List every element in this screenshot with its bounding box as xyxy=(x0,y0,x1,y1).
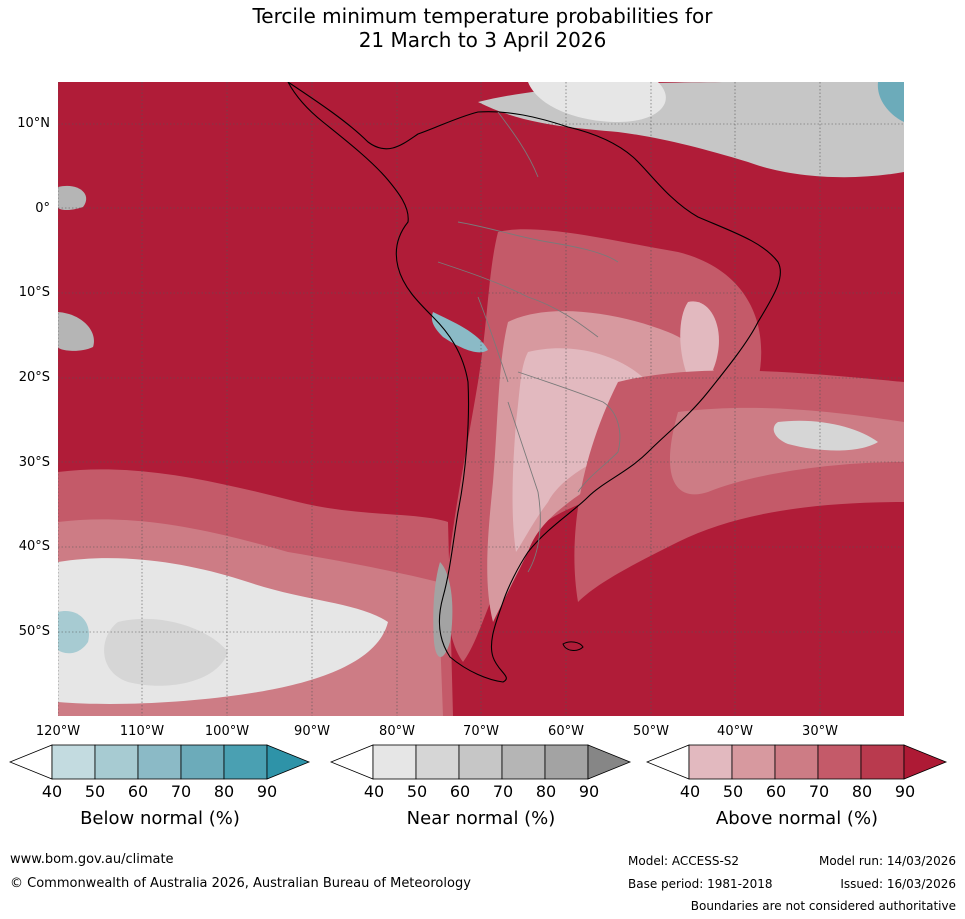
lon-label-50w: 50°W xyxy=(633,724,669,739)
near-normal-swatch-4 xyxy=(501,744,546,780)
lat-label-30s: 30°S xyxy=(18,455,50,470)
near-normal-colorbar xyxy=(330,744,632,780)
above-70-south-atlantic xyxy=(574,370,904,602)
near-normal-pacific-west xyxy=(58,312,94,351)
near-tick-90: 90 xyxy=(578,782,600,801)
above-normal-swatch-1 xyxy=(688,744,733,780)
below-normal-andes xyxy=(431,312,488,353)
near-normal-south-atlantic xyxy=(773,420,878,451)
above-normal-swatch-0 xyxy=(646,744,690,780)
near-normal-andes xyxy=(433,562,453,657)
above-tick-80: 80 xyxy=(851,782,873,801)
above-tick-90: 90 xyxy=(894,782,916,801)
below-normal-swatch-6 xyxy=(266,744,311,780)
boundaries-disclaimer: Boundaries are not considered authoritat… xyxy=(690,899,956,913)
below-normal-label: Below normal (%) xyxy=(80,808,240,829)
above-40-region-ne xyxy=(680,301,719,383)
title-line-2: 21 March to 3 April 2026 xyxy=(358,28,607,52)
above-tick-40: 40 xyxy=(679,782,701,801)
below-tick-80: 80 xyxy=(213,782,235,801)
lon-label-80w: 80°W xyxy=(379,724,415,739)
lon-label-30w: 30°W xyxy=(802,724,838,739)
title-line-1: Tercile minimum temperature probabilitie… xyxy=(252,4,713,28)
above-tick-60: 60 xyxy=(765,782,787,801)
copyright-text: © Commonwealth of Australia 2026, Austra… xyxy=(10,876,471,891)
below-normal-swatch-2 xyxy=(94,744,139,780)
below-tick-40: 40 xyxy=(41,782,63,801)
below-normal-swatch-4 xyxy=(180,744,225,780)
south-america-coastline xyxy=(287,82,781,683)
issued-date: Issued: 16/03/2026 xyxy=(840,877,956,891)
below-normal-swatch-1 xyxy=(51,744,96,780)
below-tick-50: 50 xyxy=(84,782,106,801)
lat-label-10n: 10°N xyxy=(17,116,50,131)
above-normal-swatch-3 xyxy=(774,744,819,780)
falkland-islands xyxy=(562,641,584,651)
lat-label-50s: 50°S xyxy=(18,624,50,639)
above-normal-swatch-5 xyxy=(860,744,905,780)
near-normal-swatch-5 xyxy=(544,744,589,780)
country-boundaries xyxy=(437,111,621,573)
near-tick-60: 60 xyxy=(449,782,471,801)
map-graphic xyxy=(58,82,904,716)
below-normal-swatch-3 xyxy=(137,744,182,780)
below-tick-70: 70 xyxy=(170,782,192,801)
lon-label-100w: 100°W xyxy=(204,724,250,739)
near-normal-swatch-2 xyxy=(415,744,460,780)
probability-map xyxy=(58,82,904,716)
near-tick-40: 40 xyxy=(363,782,385,801)
near-normal-label: Near normal (%) xyxy=(406,808,556,829)
below-normal-swatch-5 xyxy=(223,744,268,780)
above-normal-swatch-4 xyxy=(817,744,862,780)
near-normal-swatch-3 xyxy=(458,744,503,780)
model-name: Model: ACCESS-S2 xyxy=(628,854,740,868)
below-normal-swatch-0 xyxy=(9,744,53,780)
lon-label-120w: 120°W xyxy=(35,724,81,739)
lon-label-110w: 110°W xyxy=(119,724,165,739)
below-normal-colorbar xyxy=(9,744,311,780)
near-tick-70: 70 xyxy=(492,782,514,801)
lat-label-0: 0° xyxy=(35,201,50,216)
lon-label-60w: 60°W xyxy=(548,724,584,739)
lon-label-70w: 70°W xyxy=(463,724,499,739)
near-normal-south-pacific-2 xyxy=(104,618,228,686)
near-normal-east-pacific xyxy=(58,185,87,211)
near-normal-swatch-0 xyxy=(330,744,374,780)
lon-label-90w: 90°W xyxy=(294,724,330,739)
website-link[interactable]: www.bom.gov.au/climate xyxy=(10,852,174,867)
base-period: Base period: 1981-2018 xyxy=(628,877,773,891)
near-tick-50: 50 xyxy=(406,782,428,801)
near-normal-caribbean-2 xyxy=(528,82,666,122)
graticule xyxy=(58,82,904,716)
above-normal-swatch-6 xyxy=(903,744,948,780)
above-normal-swatch-2 xyxy=(731,744,776,780)
above-normal-colorbar xyxy=(646,744,948,780)
near-normal-swatch-6 xyxy=(587,744,632,780)
lat-label-40s: 40°S xyxy=(18,539,50,554)
model-run-date: Model run: 14/03/2026 xyxy=(818,854,956,868)
above-tick-70: 70 xyxy=(808,782,830,801)
near-normal-swatch-1 xyxy=(372,744,417,780)
lon-label-40w: 40°W xyxy=(717,724,753,739)
near-tick-80: 80 xyxy=(535,782,557,801)
below-tick-60: 60 xyxy=(127,782,149,801)
lat-label-10s: 10°S xyxy=(18,285,50,300)
lat-label-20s: 20°S xyxy=(18,370,50,385)
above-tick-50: 50 xyxy=(722,782,744,801)
above-normal-label: Above normal (%) xyxy=(715,808,879,829)
below-tick-90: 90 xyxy=(256,782,278,801)
below-normal-caribbean xyxy=(877,82,904,122)
map-title: Tercile minimum temperature probabilitie… xyxy=(0,4,965,52)
